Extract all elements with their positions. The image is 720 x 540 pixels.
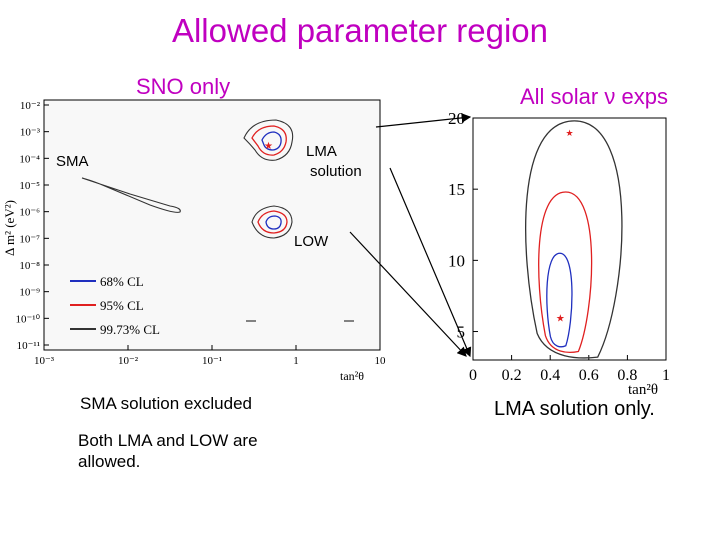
right-x-ticks: 0 0.2 0.4 0.6 0.8 1: [469, 355, 670, 384]
right-contour-95: [538, 191, 593, 353]
left-y-tick-label: 10⁻⁵: [19, 180, 40, 192]
right-contour-68: [546, 252, 573, 348]
left-x-axis-label: tan²θ: [340, 369, 364, 383]
left-y-axis-label: Δ m² (eV²): [2, 200, 17, 256]
low-95-contour: [257, 210, 288, 234]
arrow-low-to-right: [349, 231, 467, 357]
legend-label-9973: 99.73% CL: [100, 322, 160, 337]
lma-best-fit-star: ★: [264, 141, 273, 152]
note-lma-only: LMA solution only.: [494, 398, 655, 420]
sma-label: SMA: [56, 153, 89, 170]
left-y-tick-label: 10⁻³: [20, 127, 41, 139]
left-y-tick-label: 10⁻⁶: [19, 207, 40, 219]
right-x-axis-label: tan²θ: [628, 382, 658, 398]
left-legend: 68% CL 95% CL 99.73% CL: [70, 274, 160, 337]
left-chart: 10⁻² 10⁻³ 10⁻⁴ 10⁻⁵ 10⁻⁶ 10⁻⁷ 10⁻⁸ 10⁻⁹ 10⁻¹⁰ 10⁻…: [2, 99, 386, 383]
lma-95-contour: [251, 125, 287, 156]
left-y-tick-label: 10⁻¹¹: [17, 340, 40, 352]
left-y-tick-label: 10⁻²: [20, 100, 41, 112]
left-x-ticks: 10⁻³ 10⁻² 10⁻¹ 1 10: [34, 345, 386, 367]
lma-68-contour: [261, 131, 282, 151]
all-solar-caption: All solar ν exps: [520, 84, 668, 109]
right-plot-frame: [472, 117, 667, 361]
note-sma-excluded: SMA solution excluded: [80, 394, 252, 413]
left-x-tick-label: 10⁻²: [118, 355, 139, 367]
right-x-tick-label: 1: [662, 367, 670, 384]
slide-title: Allowed parameter region: [171, 12, 549, 49]
arrow-lma-to-right: [375, 113, 472, 128]
left-y-tick-label: 10⁻⁴: [19, 153, 40, 165]
lma-label-1: LMA: [306, 143, 337, 160]
legend-label-95: 95% CL: [100, 298, 144, 313]
right-contours: ★★: [525, 120, 623, 359]
left-x-tick-label: 10⁻³: [34, 355, 55, 367]
low-99-contour: [251, 205, 293, 239]
right-x-tick-label: 0: [469, 367, 477, 384]
left-x-tick-label: 1: [293, 355, 299, 367]
arrow-lma-lower: [389, 167, 472, 358]
right-y-tick-label: 10: [448, 251, 465, 270]
right-y-tick-label: 15: [448, 180, 465, 199]
right-best-fit-star: ★: [556, 313, 565, 324]
right-y-tick-label: 5: [457, 323, 466, 342]
right-x-tick-label: 0.8: [617, 367, 637, 384]
left-x-tick-label: 10⁻¹: [202, 355, 222, 367]
right-x-tick-label: 0.2: [502, 367, 522, 384]
left-y-tick-label: 10⁻⁹: [19, 287, 40, 299]
right-x-tick-label: 0.6: [579, 367, 599, 384]
legend-label-68: 68% CL: [100, 274, 144, 289]
lma-99-contour: [243, 119, 294, 161]
right-contour-9973: [525, 120, 623, 359]
left-x-tick-label: 10: [375, 355, 387, 367]
left-y-tick-label: 10⁻⁷: [19, 233, 40, 245]
left-y-tick-label: 10⁻¹⁰: [15, 313, 40, 325]
low-label: LOW: [294, 233, 329, 250]
note-both-allowed: Both LMA and LOW are allowed.: [78, 431, 258, 471]
left-y-tick-label: 10⁻⁸: [19, 260, 40, 272]
low-68-contour: [265, 215, 282, 230]
right-x-tick-label: 0.4: [540, 367, 560, 384]
sno-only-caption: SNO only: [136, 74, 231, 99]
lma-label-2: solution: [310, 163, 362, 180]
left-plot-frame: [43, 99, 381, 351]
left-y-ticks: 10⁻² 10⁻³ 10⁻⁴ 10⁻⁵ 10⁻⁶ 10⁻⁷ 10⁻⁸ 10⁻⁹ 10⁻¹⁰ 10⁻…: [15, 100, 49, 352]
sma-region-contour: [81, 177, 181, 213]
right-outer-star: ★: [566, 128, 574, 138]
